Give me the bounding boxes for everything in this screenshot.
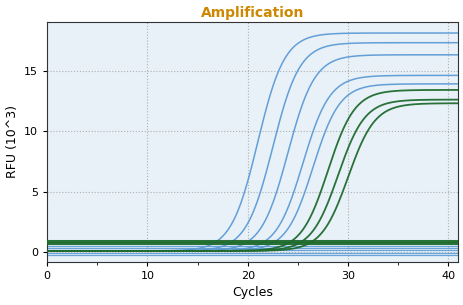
Y-axis label: RFU (10^3): RFU (10^3) xyxy=(6,106,19,178)
Title: Amplification: Amplification xyxy=(200,5,304,20)
X-axis label: Cycles: Cycles xyxy=(232,286,273,300)
